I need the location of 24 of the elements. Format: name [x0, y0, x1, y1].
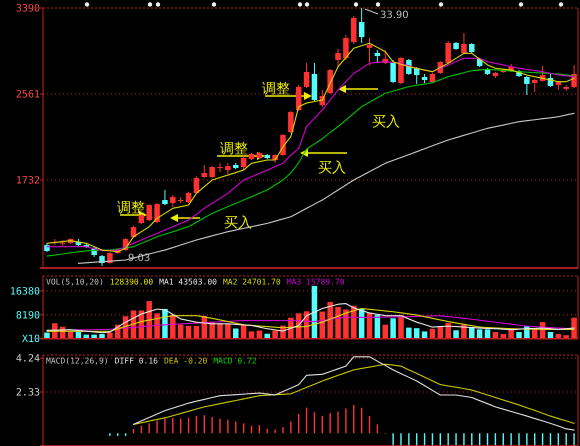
annotation: 调整 [262, 81, 290, 97]
annotation: 128390.00 [110, 278, 154, 286]
y-tick-label: 4.24 [16, 354, 40, 365]
annotation: MACD 0.72 [213, 356, 257, 366]
annotation: 买入 [372, 114, 400, 130]
text: MA1 43503.00 [159, 278, 218, 286]
y-tick-label: 16380 [10, 286, 40, 298]
text: DEA -0.20 [164, 356, 208, 366]
annotation: 调整 [220, 141, 248, 157]
annotation: 买入 [318, 160, 346, 176]
y-tick-label: 2.33 [16, 388, 40, 398]
annotation: 调整 [117, 200, 145, 216]
y-tick-label: X10 [22, 334, 40, 346]
text: MA3 15789.70 [286, 278, 345, 286]
chart-title: VOL(5,10,20) [46, 278, 104, 286]
y-tick-label: 2561 [16, 90, 40, 101]
y-tick-label: 3390 [16, 4, 40, 14]
annotation: 买入 [224, 215, 252, 231]
y-tick-label: 8190 [16, 310, 40, 322]
chart-title: MACD(12,26,9) [46, 356, 109, 366]
annotation: 33.90 [380, 10, 409, 21]
text: DIFF 0.16 [114, 356, 158, 366]
text: MA2 24701.70 [222, 278, 281, 286]
y-tick-label: 1732 [16, 176, 40, 187]
